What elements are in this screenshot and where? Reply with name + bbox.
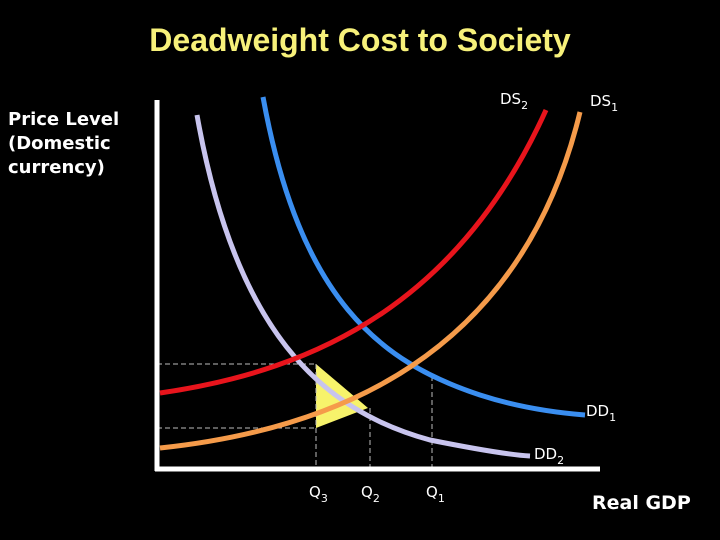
dd1-label: DD1 <box>586 402 616 424</box>
dd1-curve <box>260 96 586 418</box>
dd2-label: DD2 <box>534 445 564 467</box>
x-axis-label: Real GDP <box>592 492 691 514</box>
ds2-curve <box>159 108 549 396</box>
dd2-curve <box>194 114 531 459</box>
y-axis-label-line-2: (Domestic <box>8 133 111 154</box>
deadweight-loss-area <box>316 364 368 428</box>
ds1-label: DS1 <box>590 92 618 114</box>
page-title: Deadweight Cost to Society <box>149 22 571 58</box>
y-axis-label-line-3: currency) <box>8 157 105 178</box>
ds2-label: DS2 <box>500 90 528 112</box>
y-axis-label: Price Level (Domestic currency) <box>8 108 119 180</box>
q2-label: Q2 <box>361 483 380 505</box>
y-axis-label-line-1: Price Level <box>8 109 120 130</box>
ds1-curve <box>159 111 583 451</box>
q3-label: Q3 <box>309 483 328 505</box>
q1-label: Q1 <box>426 483 445 505</box>
